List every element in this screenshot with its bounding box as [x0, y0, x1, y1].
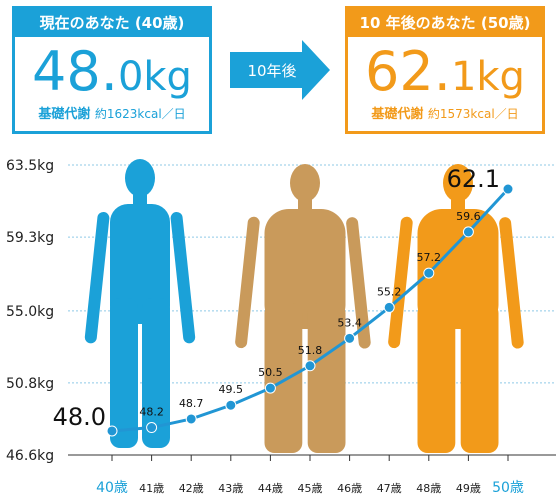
x-tick-label: 48歳	[416, 482, 441, 495]
current-weight: 48.0kg	[15, 45, 209, 99]
x-tick-label: 42歳	[179, 482, 204, 495]
right-leg-shape	[142, 298, 170, 448]
arrow-right-icon: 10年後	[230, 40, 330, 100]
data-label: 57.2	[417, 251, 442, 264]
future-weight-dec: 1	[450, 54, 477, 100]
current-heading: 現在のあなた (40歳)	[15, 9, 209, 37]
future-bmr-label: 基礎代謝	[371, 107, 424, 122]
right-arm-shape	[499, 217, 524, 349]
current-bmr-value: 約1623kcal／日	[94, 107, 186, 121]
data-point	[462, 226, 474, 238]
current-bmr: 基礎代謝 約1623kcal／日	[15, 103, 209, 122]
data-label: 51.8	[298, 344, 323, 357]
future-weight-unit: kg	[476, 54, 525, 100]
data-label: 59.6	[456, 210, 481, 223]
head-shape	[290, 164, 320, 202]
x-tick-label: 50歳	[492, 480, 524, 496]
data-point	[106, 425, 118, 437]
future-weight: 62.1kg	[348, 45, 542, 99]
y-tick-label: 50.8kg	[6, 376, 54, 392]
data-label: 55.2	[377, 285, 402, 298]
y-tick-label: 55.0kg	[6, 304, 54, 320]
data-point	[225, 399, 237, 411]
torso-shape	[264, 209, 346, 329]
right-arm-shape	[170, 211, 196, 344]
data-label: 49.5	[219, 383, 244, 396]
current-weight-card: 現在のあなた (40歳) 48.0kg 基礎代謝 約1623kcal／日	[12, 6, 212, 134]
data-point	[502, 183, 514, 195]
head-shape	[125, 159, 155, 197]
y-tick-label: 59.3kg	[6, 230, 54, 246]
neck-shape	[133, 194, 147, 206]
data-point	[304, 360, 316, 372]
x-tick-label: 45歳	[298, 482, 323, 495]
future-bmr: 基礎代謝 約1573kcal／日	[348, 103, 542, 122]
x-tick-label: 41歳	[139, 482, 164, 495]
data-label: 50.5	[258, 366, 283, 379]
data-label: 48.0	[53, 403, 106, 431]
right-leg-shape	[307, 303, 346, 453]
future-weight-int: 62.	[365, 40, 451, 103]
current-weight-dec: 0	[117, 54, 144, 100]
y-tick-label: 46.6kg	[6, 448, 54, 464]
weight-series	[106, 183, 514, 437]
x-tick-label: 43歳	[218, 482, 243, 495]
current-weight-int: 48.	[32, 40, 118, 103]
head-shape	[443, 164, 473, 202]
heavy-body-silhouette	[235, 164, 371, 453]
left-arm-shape	[235, 216, 260, 349]
data-point	[423, 267, 435, 279]
data-label: 62.1	[447, 165, 500, 193]
torso-shape	[110, 204, 170, 324]
data-point	[383, 301, 395, 313]
data-point	[264, 382, 276, 394]
right-arm-shape	[346, 217, 371, 349]
left-leg-shape	[110, 298, 138, 448]
future-bmr-value: 約1573kcal／日	[427, 107, 519, 121]
body-silhouettes	[84, 159, 524, 453]
x-tick-label: 49歳	[456, 482, 481, 495]
data-point	[146, 422, 158, 434]
left-arm-shape	[84, 211, 110, 344]
future-weight-card: 10 年後のあなた (50歳) 62.1kg 基礎代謝 約1573kcal／日	[345, 6, 545, 134]
arrow-label: 10年後	[247, 62, 296, 80]
neck-shape	[298, 199, 312, 211]
left-leg-shape	[264, 303, 303, 453]
axes: 63.5kg 59.3kg 55.0kg 50.8kg 46.6kg 40歳 41歳 42歳 4…	[6, 158, 556, 496]
data-point	[185, 413, 197, 425]
left-arm-shape	[388, 216, 413, 349]
torso-shape	[417, 209, 499, 329]
data-label: 53.4	[337, 316, 362, 329]
x-tick-label: 47歳	[377, 482, 402, 495]
right-leg-shape	[460, 303, 499, 453]
x-tick-label: 46歳	[337, 482, 362, 495]
current-weight-unit: kg	[143, 54, 192, 100]
x-tick-label: 44歳	[258, 482, 283, 495]
y-tick-label: 63.5kg	[6, 158, 54, 174]
data-labels: 48.0 48.2 48.7 49.5 50.5 51.8 53.4 55.2 57.2 59.6…	[53, 165, 500, 431]
current-bmr-label: 基礎代謝	[38, 107, 91, 122]
x-tick-label: 40歳	[96, 480, 128, 496]
body-silhouette	[84, 159, 196, 448]
future-heading: 10 年後のあなた (50歳)	[348, 9, 542, 37]
heavy-body-silhouette	[388, 164, 524, 453]
data-point	[344, 332, 356, 344]
left-leg-shape	[417, 303, 456, 453]
data-label: 48.7	[179, 397, 204, 410]
neck-shape	[451, 199, 465, 211]
data-label: 48.2	[139, 406, 164, 419]
